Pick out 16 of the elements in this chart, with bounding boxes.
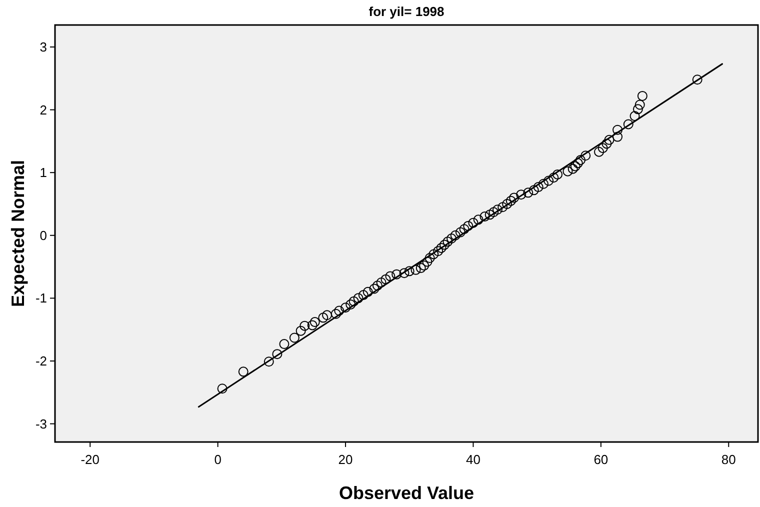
- x-axis-title: Observed Value: [338, 483, 474, 503]
- y-tick-label: -3: [35, 416, 47, 432]
- y-tick-label: -2: [35, 353, 47, 368]
- y-tick-label: 1: [40, 165, 47, 180]
- x-tick-label: 60: [594, 452, 608, 467]
- y-tick-label: 2: [40, 102, 47, 118]
- x-tick-label: 0: [214, 452, 222, 467]
- y-axis-title: Expected Normal: [8, 160, 28, 308]
- y-tick-label: 3: [40, 39, 47, 54]
- x-tick-label: -20: [80, 452, 100, 467]
- x-tick-label: 20: [338, 452, 353, 467]
- y-tick-label: -1: [35, 290, 47, 306]
- x-tick-label: 80: [721, 452, 736, 467]
- y-tick-label: 0: [40, 228, 47, 243]
- x-tick-label: 40: [466, 452, 480, 467]
- chart-title: for yil= 1998: [368, 4, 444, 19]
